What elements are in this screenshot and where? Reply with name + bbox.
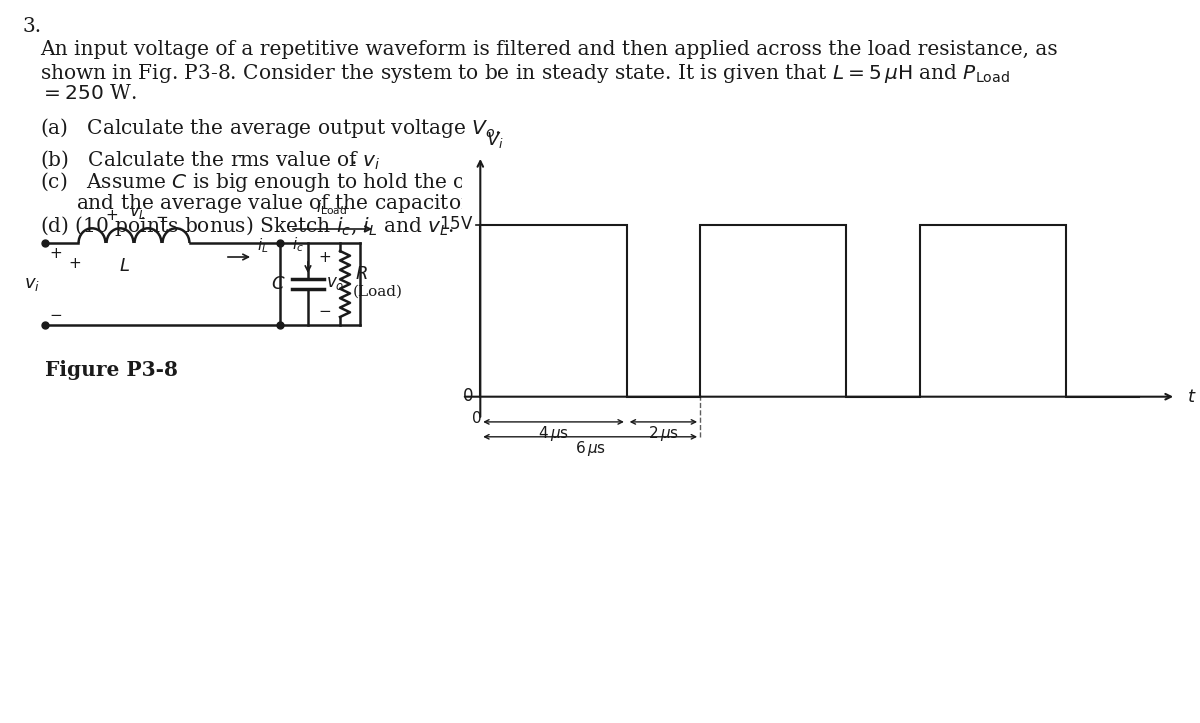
Text: $v_o$: $v_o$ bbox=[326, 275, 344, 293]
Text: (a)   Calculate the average output voltage $V_o$.: (a) Calculate the average output voltage… bbox=[40, 116, 502, 140]
Text: (d) (10 points bonus) Sketch $i_c$, $i_L$ and $v_L$.: (d) (10 points bonus) Sketch $i_c$, $i_L… bbox=[40, 214, 455, 238]
Text: $+$: $+$ bbox=[49, 247, 62, 261]
Text: $v_i$: $v_i$ bbox=[24, 275, 40, 293]
Text: $0$: $0$ bbox=[462, 388, 473, 405]
Text: and the average value of the capacitor current $i_c$.: and the average value of the capacitor c… bbox=[76, 192, 580, 215]
Text: $15\mathrm{V}$: $15\mathrm{V}$ bbox=[438, 216, 473, 234]
Text: $i_c$: $i_c$ bbox=[292, 235, 304, 254]
Text: $6\,\mu\mathrm{s}$: $6\,\mu\mathrm{s}$ bbox=[575, 439, 606, 458]
Text: $t$: $t$ bbox=[1187, 388, 1196, 406]
Text: $i_L$: $i_L$ bbox=[257, 236, 269, 255]
Text: An input voltage of a repetitive waveform is filtered and then applied across th: An input voltage of a repetitive wavefor… bbox=[40, 40, 1057, 59]
Text: (Load): (Load) bbox=[353, 285, 403, 299]
Text: Figure P3-8: Figure P3-8 bbox=[46, 360, 178, 380]
Text: shown in Fig. P3-8. Consider the system to be in steady state. It is given that : shown in Fig. P3-8. Consider the system … bbox=[40, 62, 1010, 85]
Text: $C$: $C$ bbox=[271, 275, 286, 293]
Text: $0$: $0$ bbox=[472, 411, 482, 427]
Text: $-$: $-$ bbox=[49, 307, 62, 321]
Text: $2\,\mu\mathrm{s}$: $2\,\mu\mathrm{s}$ bbox=[648, 424, 679, 442]
Text: $-$: $-$ bbox=[318, 303, 331, 317]
Text: $R$: $R$ bbox=[355, 265, 367, 283]
Text: $4\,\mu\mathrm{s}$: $4\,\mu\mathrm{s}$ bbox=[538, 424, 569, 442]
Text: $= 250$ W.: $= 250$ W. bbox=[40, 84, 137, 103]
Text: $-$: $-$ bbox=[156, 209, 168, 223]
Text: $L$: $L$ bbox=[119, 257, 130, 275]
Text: (b)   Calculate the rms value of $v_i$: (b) Calculate the rms value of $v_i$ bbox=[40, 148, 380, 171]
Text: .: . bbox=[350, 149, 356, 168]
Text: $+$: $+$ bbox=[318, 251, 331, 265]
Text: $+$: $+$ bbox=[106, 209, 119, 223]
Text: $+$: $+$ bbox=[68, 257, 82, 271]
Text: $V_i$: $V_i$ bbox=[486, 130, 504, 150]
Text: $i_{\mathrm{Load}}$: $i_{\mathrm{Load}}$ bbox=[317, 198, 348, 217]
Text: $v_L$: $v_L$ bbox=[130, 204, 146, 221]
Text: 3.: 3. bbox=[22, 17, 41, 36]
Text: (c)   Assume $C$ is big enough to hold the output voltage $v_o$ fairly constant.: (c) Assume $C$ is big enough to hold the… bbox=[40, 170, 938, 194]
